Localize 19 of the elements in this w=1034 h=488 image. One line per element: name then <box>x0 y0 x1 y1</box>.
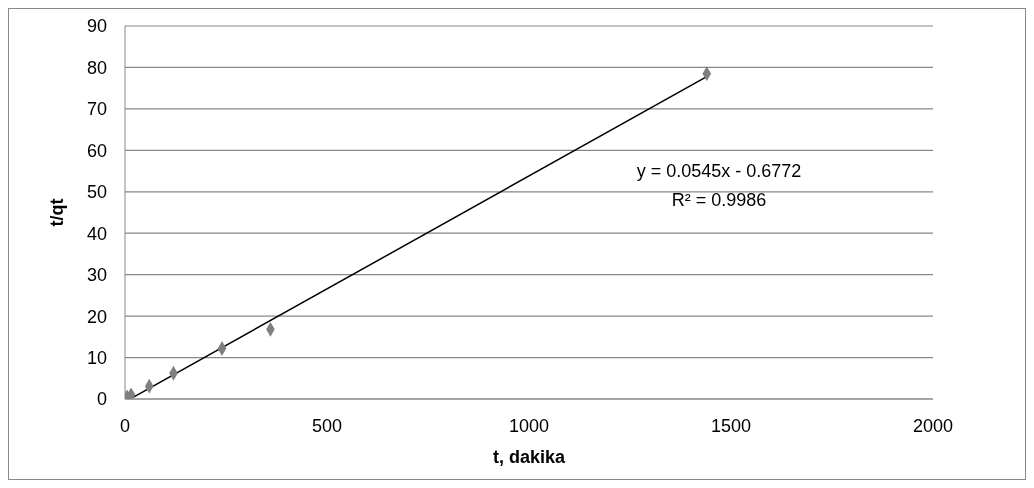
y-tick-label: 0 <box>96 389 107 410</box>
x-tick-label: 1500 <box>710 415 752 436</box>
x-axis-title: t, dakika <box>492 447 566 467</box>
y-tick-label: 10 <box>86 347 107 368</box>
x-tick-label: 1000 <box>508 415 550 436</box>
y-tick-label: 50 <box>86 182 107 203</box>
y-axis-title: t/qt <box>47 198 68 227</box>
y-tick-label: 40 <box>86 223 107 244</box>
y-tick-label: 20 <box>86 306 107 327</box>
y-tick-label: 80 <box>86 57 107 78</box>
annotation: R² = 0.9986 <box>670 190 768 211</box>
y-tick-label: 70 <box>86 99 107 120</box>
x-tick-label: 2000 <box>912 415 954 436</box>
y-tick-label: 30 <box>86 265 107 286</box>
x-tick-label: 500 <box>311 415 343 436</box>
x-tick-label: 0 <box>119 415 131 436</box>
annotation: y = 0.0545x - 0.6772 <box>635 161 803 182</box>
y-tick-label: 90 <box>86 16 107 37</box>
y-tick-label: 60 <box>86 140 107 161</box>
